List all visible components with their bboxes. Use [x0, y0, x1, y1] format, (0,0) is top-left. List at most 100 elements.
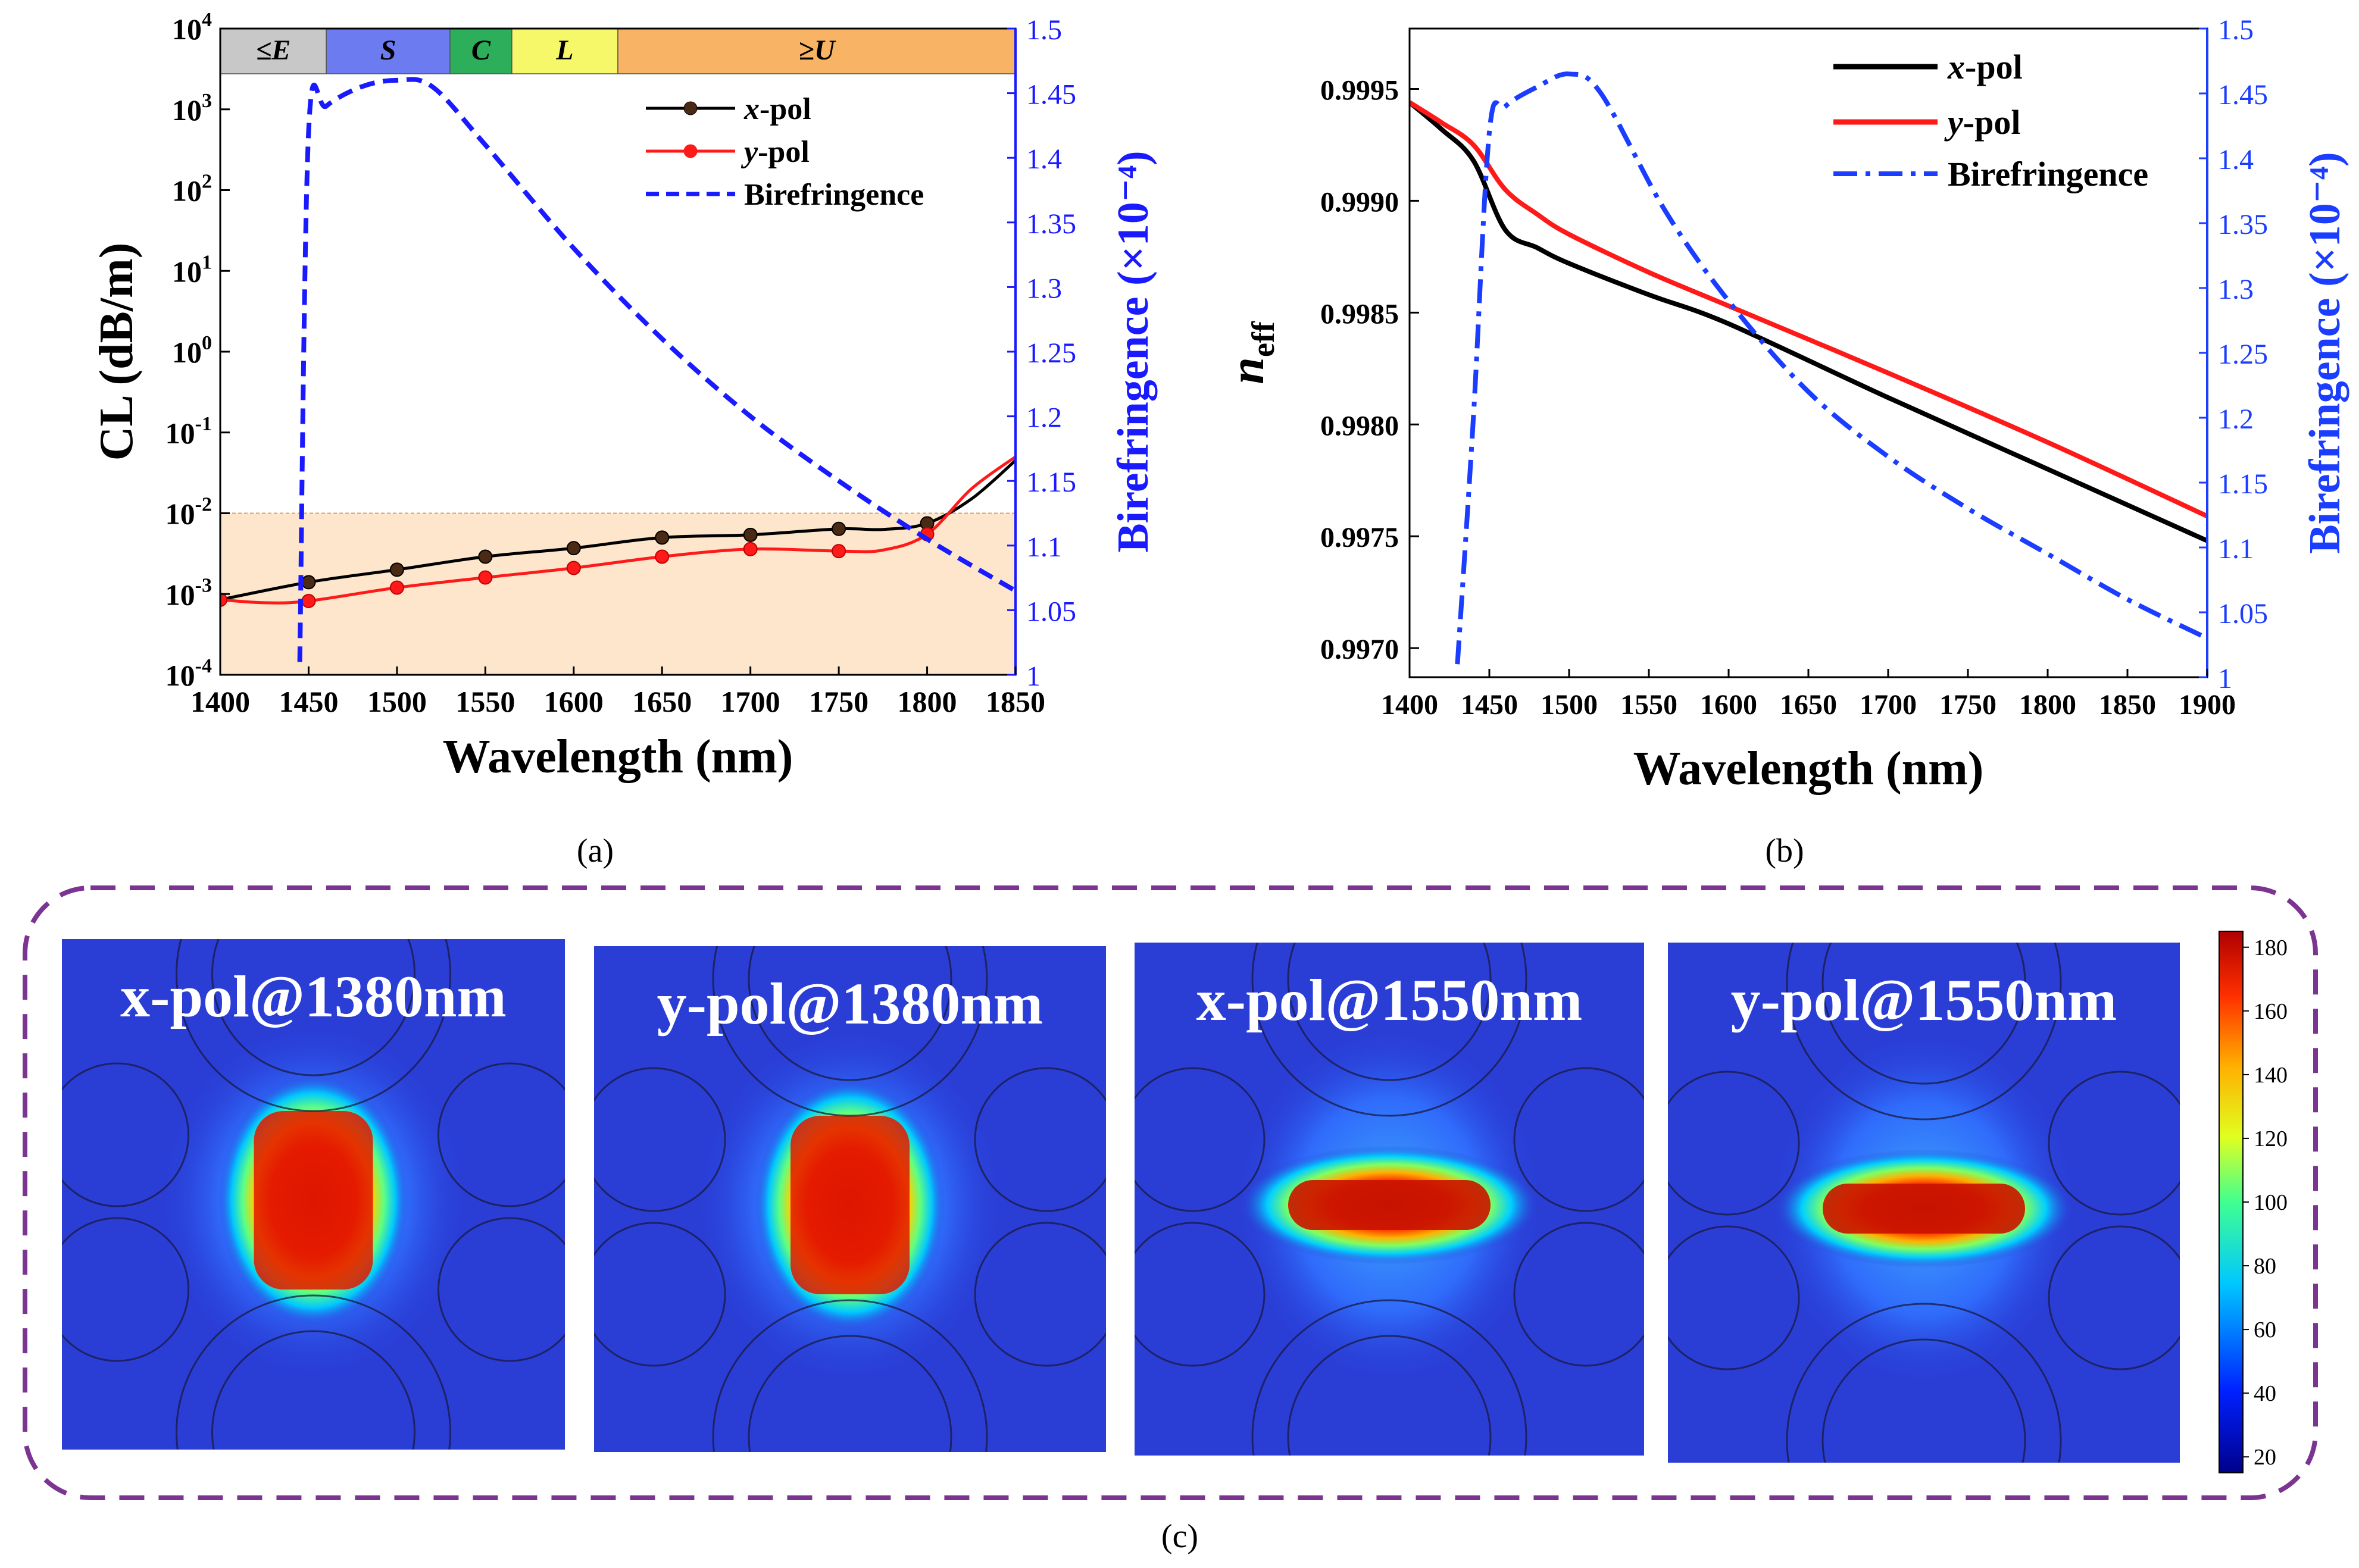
mode-field-2: y-pol@1380nm	[594, 946, 1106, 1452]
y2-tick-label: 1.05	[1026, 596, 1076, 627]
x-tick-label: 1900	[2179, 689, 2236, 721]
x-tick-label: 1450	[279, 685, 338, 718]
legend-label: x-pol	[743, 92, 811, 126]
y-tick-label: 0.9980	[1320, 410, 1399, 442]
y2-tick-label: 1.35	[1026, 208, 1076, 240]
y-tick-label: 102	[172, 171, 212, 208]
y2-tick-label: 1.2	[1026, 402, 1062, 434]
mode-core	[1288, 1180, 1491, 1230]
band-1	[326, 28, 451, 74]
tube-outline	[211, 939, 415, 1076]
tube-outline	[1135, 1222, 1266, 1367]
y-tick-label: 101	[172, 251, 212, 288]
y2-tick-label: 1.1	[2218, 533, 2254, 565]
tube-outline	[1513, 1222, 1644, 1367]
band-label: C	[471, 35, 491, 66]
legend-label: y-pol	[740, 135, 810, 169]
mode-core	[254, 1111, 373, 1290]
legend-label: x-pol	[1947, 48, 2023, 86]
panel-label-b: (b)	[1765, 832, 1804, 869]
y2-tick-label: 1.5	[1026, 14, 1062, 46]
marker-x-pol	[478, 549, 493, 564]
tube-outline	[1287, 943, 1492, 1081]
tube-outline	[176, 939, 451, 1112]
tube-outline	[1821, 943, 2026, 1085]
x-tick-label: 1700	[1860, 689, 1917, 721]
tube-outline	[1513, 1067, 1644, 1212]
mode-field-1: x-pol@1380nm	[62, 939, 565, 1450]
frame-b	[1408, 27, 2208, 678]
x-tick-label: 1400	[190, 685, 250, 718]
band-label: ≥U	[798, 35, 836, 66]
marker-y-pol	[655, 549, 670, 564]
legend-marker	[683, 144, 698, 158]
mode-field-4: y-pol@1550nm	[1668, 943, 2180, 1463]
mode-title: y-pol@1550nm	[1731, 967, 2117, 1033]
tube-outline	[1135, 1067, 1266, 1212]
tube-outline	[2048, 1225, 2180, 1370]
tube-outline	[1786, 1303, 2062, 1463]
tube-outline	[748, 1335, 952, 1452]
tube-outline	[1821, 1338, 2026, 1463]
x-axis-title-a: Wavelength (nm)	[443, 731, 793, 783]
y-tick-label: 0.9995	[1320, 74, 1399, 106]
marker-x-pol	[743, 527, 758, 542]
x-tick-label: 1450	[1461, 689, 1518, 721]
y2-tick-label: 1.1	[1026, 531, 1062, 563]
mode-field-content	[1668, 943, 2180, 1463]
mode-title: x-pol@1550nm	[1196, 967, 1583, 1033]
y2-tick-label: 1.35	[2218, 209, 2268, 240]
y-tick-label: 10-3	[165, 574, 212, 611]
marker-x-pol	[832, 521, 846, 536]
mode-field-content	[1135, 943, 1644, 1456]
panel-label-c: (c)	[1161, 1518, 1198, 1555]
tube-outline	[1668, 1071, 1800, 1216]
band-label: ≤E	[256, 35, 290, 66]
y-axis-title-b: neff	[1220, 321, 1281, 384]
y-tick-label: 100	[172, 332, 212, 369]
plot-area-b	[1410, 71, 2207, 665]
tube-outline	[211, 1330, 415, 1450]
marker-y-pol	[301, 593, 316, 608]
tube-outline	[176, 1294, 451, 1450]
x-tick-label: 1550	[1620, 689, 1677, 721]
x-tick-label: 1850	[986, 685, 1045, 718]
y2-tick-label: 1.45	[2218, 79, 2268, 111]
y2-tick-label: 1.05	[2218, 598, 2268, 630]
colorbar-tick-label: 20	[2254, 1445, 2276, 1470]
marker-x-pol	[566, 541, 581, 556]
tube-outline	[62, 1217, 189, 1362]
x-tick-label: 1800	[898, 685, 957, 718]
tube-outline	[1786, 943, 2062, 1121]
marker-y-pol	[220, 592, 227, 607]
mode-core	[791, 1116, 910, 1294]
y2-tick-label: 1.5	[2218, 14, 2254, 46]
y2-tick-label: 1.4	[1026, 143, 1062, 175]
mode-field-content	[62, 939, 565, 1450]
x-tick-label: 1650	[632, 685, 692, 718]
tube-outline	[62, 1062, 189, 1207]
y-tick-label: 104	[172, 9, 212, 46]
colorbar-tick-label: 140	[2254, 1063, 2288, 1088]
x-tick-label: 1600	[1700, 689, 1757, 721]
x-tick-label: 1800	[2019, 689, 2076, 721]
y-tick-label: 0.9970	[1320, 634, 1399, 665]
tube-outline	[594, 1067, 726, 1212]
x-tick-label: 1400	[1381, 689, 1438, 721]
y2-tick-label: 1.4	[2218, 144, 2254, 176]
tube-outline	[2048, 1071, 2180, 1216]
x-tick-label: 1600	[544, 685, 604, 718]
y2-tick-label: 1.25	[2218, 339, 2268, 370]
tube-outline	[594, 1222, 726, 1367]
x-tick-label: 1700	[721, 685, 780, 718]
y2-tick-label: 1	[2218, 663, 2232, 694]
colorbar-tick-label: 80	[2254, 1254, 2276, 1279]
mode-core	[1823, 1184, 2025, 1234]
colorbar-tick-label: 120	[2254, 1126, 2288, 1151]
y-tick-label: 0.9985	[1320, 298, 1399, 330]
y-tick-label: 0.9975	[1320, 522, 1399, 553]
y-tick-label: 0.9990	[1320, 186, 1399, 218]
dashed-border	[23, 885, 2318, 1500]
tube-outline	[712, 946, 988, 1117]
